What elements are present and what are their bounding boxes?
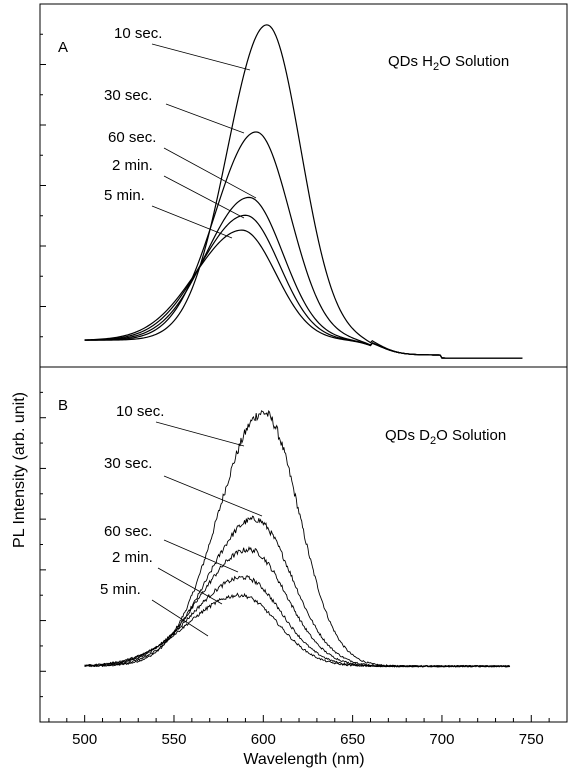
series-label: 5 min.	[100, 581, 141, 598]
series-label: 60 sec.	[108, 129, 156, 146]
series-leader-line	[163, 147, 257, 199]
series-leader-line	[151, 205, 233, 239]
series-label: 10 sec.	[116, 403, 164, 420]
panel-a-annotation-part2: O Solution	[439, 53, 509, 70]
curve-panel-a-5-min	[84, 229, 523, 359]
x-tick-label: 650	[340, 731, 365, 748]
series-leader-line	[155, 421, 245, 447]
series-leader-line	[151, 43, 251, 71]
curve-panel-a-60-sec	[84, 196, 523, 359]
x-tick-label: 600	[251, 731, 276, 748]
series-leader-line	[163, 539, 239, 573]
panel-a-label: A	[58, 39, 68, 56]
series-labels: 10 sec. 30 sec. 60 sec. 2 min. 5 min. 10 sec.…	[100, 25, 263, 637]
panel-a-annotation-part1: QDs H	[388, 53, 433, 70]
x-tick-label: 550	[161, 731, 186, 748]
series-label: 2 min.	[112, 157, 153, 174]
series-leader-line	[151, 599, 209, 637]
series-label: 60 sec.	[104, 523, 152, 540]
series-leader-line	[165, 103, 245, 134]
panel-b-annotation: QDs D2O Solution	[385, 427, 506, 447]
x-axis-title: Wavelength (nm)	[243, 751, 364, 768]
panel-a-annotation-subscript: 2	[433, 61, 439, 73]
series-leader-line	[163, 475, 263, 517]
x-tick-label: 700	[429, 731, 454, 748]
axis-ticks: 500 550 600 650 700 750	[40, 33, 550, 748]
panel-b-label: B	[58, 397, 68, 414]
x-tick-label: 500	[72, 731, 97, 748]
series-label: 30 sec.	[104, 455, 152, 472]
series-leader-line	[157, 567, 223, 605]
data-curves	[84, 24, 523, 668]
series-label: 30 sec.	[104, 87, 152, 104]
panel-b-annotation-subscript: 2	[430, 435, 436, 447]
panel-b-annotation-part1: QDs D	[385, 427, 430, 444]
panel-b-annotation-part2: O Solution	[436, 427, 506, 444]
x-tick-label: 750	[519, 731, 544, 748]
curve-panel-a-10-sec	[84, 24, 523, 359]
series-label: 10 sec.	[114, 25, 162, 42]
panel-a-annotation: QDs H2O Solution	[388, 53, 509, 73]
panel-b-frame	[39, 366, 568, 723]
series-label: 2 min.	[112, 549, 153, 566]
series-leader-line	[163, 175, 245, 219]
curve-panel-b-5-min	[84, 592, 510, 668]
series-label: 5 min.	[104, 187, 145, 204]
y-axis-title: PL Intensity (arb. unit)	[11, 392, 28, 548]
